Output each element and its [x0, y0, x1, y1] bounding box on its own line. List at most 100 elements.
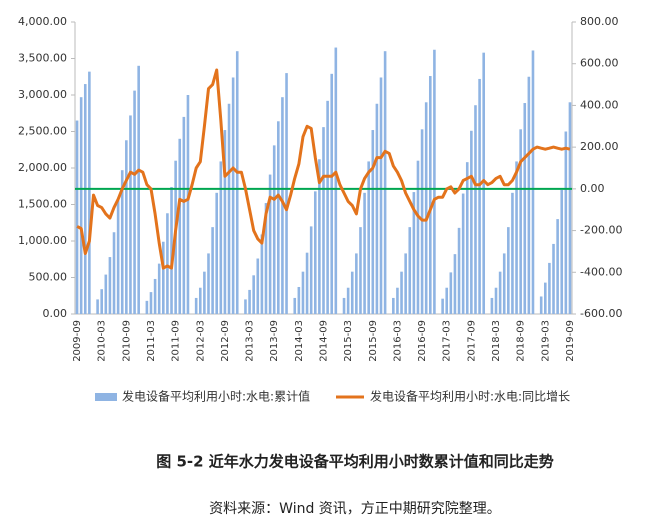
bar: [511, 192, 514, 314]
bar: [346, 287, 350, 314]
bar: [272, 145, 276, 314]
bar: [363, 192, 366, 314]
bar: [309, 226, 313, 314]
x-tick-label: 2013-09: [269, 320, 280, 362]
bar: [137, 65, 140, 314]
bar: [556, 219, 559, 314]
y2-tick-label: 800.00: [580, 15, 619, 28]
bar: [108, 257, 112, 314]
y-tick-label: 1,000.00: [18, 234, 67, 247]
bar: [149, 292, 153, 314]
bar: [281, 97, 284, 314]
y-tick-label: 2,000.00: [18, 161, 67, 174]
bar: [264, 203, 268, 314]
bar: [186, 95, 190, 314]
bar: [502, 253, 506, 314]
bar: [548, 262, 551, 314]
y-tick-label: 3,000.00: [18, 88, 67, 101]
x-tick-label: 2019-09: [565, 320, 576, 362]
y2-tick-label: 200.00: [580, 140, 619, 153]
bar: [552, 243, 555, 314]
bar: [145, 300, 149, 314]
bar: [560, 189, 564, 314]
bar: [371, 130, 375, 314]
bar: [248, 289, 251, 314]
x-tick-label: 2010-03: [97, 320, 108, 362]
bar: [166, 213, 169, 314]
bar: [182, 116, 186, 315]
bar: [301, 271, 305, 314]
bar: [531, 50, 535, 314]
bar: [252, 275, 255, 314]
bar: [515, 161, 518, 314]
bar: [285, 73, 288, 314]
bar: [334, 47, 338, 315]
x-tick-label: 2016-09: [417, 320, 428, 362]
bar: [494, 287, 498, 314]
y2-tick-label: 600.00: [580, 57, 619, 70]
bar: [129, 115, 132, 314]
legend-swatch: [95, 393, 117, 401]
bar: [412, 192, 416, 314]
bar: [322, 127, 325, 315]
bar: [112, 232, 116, 314]
bar: [79, 97, 83, 314]
bar: [408, 227, 412, 314]
y-tick-label: 0.00: [43, 307, 68, 320]
bar: [527, 76, 531, 314]
x-tick-label: 2012-09: [220, 320, 231, 362]
bar: [75, 120, 79, 314]
bar: [326, 100, 329, 314]
bar: [330, 73, 334, 314]
bar: [215, 192, 219, 314]
x-tick-label: 2013-03: [245, 320, 256, 362]
x-tick-label: 2018-09: [516, 320, 527, 362]
bar: [400, 271, 403, 314]
y-tick-label: 3,500.00: [18, 52, 67, 65]
bar: [293, 297, 297, 314]
legend-label: 发电设备平均利用小时:水电:同比增长: [370, 389, 570, 404]
bar: [350, 271, 354, 314]
bar: [507, 227, 510, 314]
bar: [420, 129, 424, 314]
bar: [428, 76, 432, 315]
bar: [318, 159, 321, 314]
bar: [231, 77, 235, 314]
bar: [96, 299, 99, 314]
y2-tick-label: 0.00: [580, 182, 605, 195]
bar: [83, 84, 87, 314]
bar: [544, 282, 547, 314]
bar: [342, 297, 346, 314]
bar: [568, 102, 572, 314]
bar: [375, 103, 379, 314]
legend-label: 发电设备平均利用小时:水电:累计值: [122, 389, 310, 404]
bar: [461, 193, 465, 314]
y-tick-label: 2,500.00: [18, 125, 67, 138]
x-tick-label: 2012-03: [195, 320, 206, 362]
x-tick-label: 2011-09: [171, 320, 182, 362]
bar: [355, 253, 358, 314]
bar: [453, 254, 457, 314]
bar: [88, 71, 91, 314]
x-tick-label: 2015-09: [368, 320, 379, 362]
bar: [120, 170, 124, 314]
bar: [379, 77, 383, 314]
bar: [203, 271, 206, 314]
bar: [194, 297, 198, 314]
bar: [125, 140, 128, 314]
bar: [519, 129, 522, 314]
y2-tick-label: 400.00: [580, 98, 619, 111]
y-tick-label: 4,000.00: [18, 15, 67, 28]
x-tick-label: 2011-03: [146, 320, 157, 362]
bar: [170, 186, 173, 314]
bar: [157, 263, 161, 314]
x-tick-label: 2009-09: [72, 320, 83, 362]
bar: [404, 253, 407, 314]
bar: [277, 121, 280, 314]
y2-tick-label: -600.00: [580, 307, 622, 320]
bar: [383, 51, 387, 314]
bar: [260, 234, 264, 314]
bar: [474, 105, 477, 314]
bar: [219, 161, 223, 314]
